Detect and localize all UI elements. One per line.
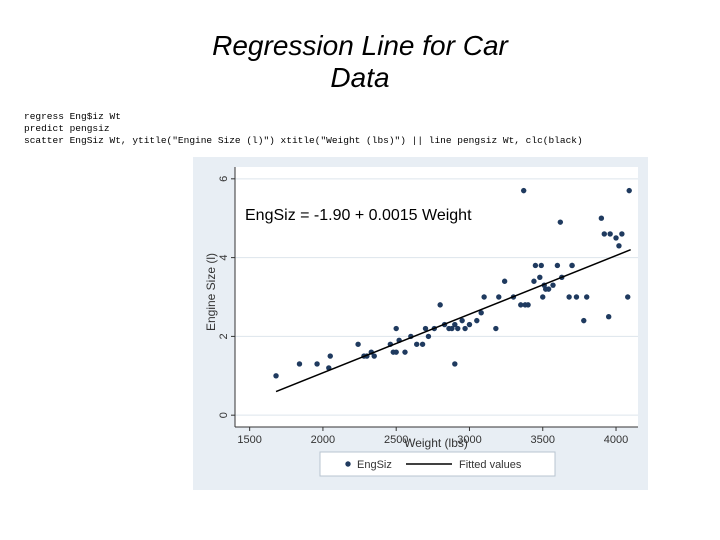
y-tick-label: 6 <box>218 176 230 182</box>
x-tick-label: 4000 <box>604 434 628 446</box>
data-point <box>466 321 473 328</box>
data-point <box>569 262 575 269</box>
axes: 0 2 4 6 1500 2000 2500 3000 3500 4000 <box>218 167 638 446</box>
y-axis-title: Engine Size (l) <box>204 253 218 331</box>
data-point <box>573 294 580 300</box>
x-tick-label: 2000 <box>311 434 335 446</box>
data-point <box>545 286 552 292</box>
data-point <box>371 353 377 359</box>
x-tick-label: 3500 <box>531 434 555 446</box>
x-axis-title: Weight (lbs) <box>404 436 468 450</box>
slide-title-line-2: Data <box>330 62 390 93</box>
legend: EngSiz Fitted values <box>319 451 556 477</box>
data-point <box>496 294 502 300</box>
data-point <box>422 325 429 332</box>
x-tick-label: 1500 <box>237 434 261 446</box>
data-point <box>425 333 432 340</box>
code-line-scatter: scatter EngSiz Wt, ytitle("Engine Size (… <box>24 135 583 146</box>
slide-title-line-1: Regression Line for Car <box>212 30 508 61</box>
data-point <box>532 262 539 269</box>
data-point <box>554 262 561 269</box>
data-point <box>327 353 333 359</box>
data-point <box>355 341 361 347</box>
y-tick-label: 4 <box>218 255 230 261</box>
data-point <box>619 231 625 237</box>
data-point <box>474 317 480 324</box>
gridlines <box>235 178 638 416</box>
data-point <box>616 243 622 249</box>
data-point <box>449 325 455 332</box>
legend-marker-engsiz <box>345 461 351 467</box>
y-tick-label: 2 <box>218 333 230 339</box>
regression-equation: EngSiz = -1.90 + 0.0015 Weight <box>245 207 472 224</box>
data-point <box>462 325 468 332</box>
data-point <box>481 294 487 300</box>
x-tick-label: 3000 <box>457 434 481 446</box>
data-point <box>273 373 279 379</box>
data-point <box>581 317 587 324</box>
code-line-predict: predict pengsiz <box>24 123 110 134</box>
data-point <box>557 219 564 225</box>
legend-label-engsiz: EngSiz <box>357 459 392 471</box>
fitted-line <box>275 249 631 393</box>
data-point <box>452 321 458 328</box>
data-point <box>296 361 303 367</box>
data-point <box>538 262 544 269</box>
data-point <box>625 294 631 300</box>
chart-frame: 0 2 4 6 1500 2000 2500 3000 3500 4000 EngSiz = -1… <box>193 157 648 495</box>
data-point <box>419 341 426 347</box>
data-point <box>566 294 572 300</box>
data-point <box>626 187 632 194</box>
data-point <box>314 361 320 367</box>
data-point <box>518 302 524 308</box>
data-point <box>501 278 508 284</box>
data-point <box>520 187 527 194</box>
data-point <box>478 310 484 316</box>
scatter-points <box>273 187 632 379</box>
data-point <box>525 302 531 308</box>
data-point <box>537 274 543 281</box>
data-point <box>540 294 546 300</box>
legend-label-fitted: Fitted values <box>459 459 522 471</box>
data-point <box>393 325 399 332</box>
data-point <box>493 325 499 332</box>
y-tick-label: 0 <box>218 412 230 418</box>
data-point <box>531 278 537 284</box>
data-point <box>402 349 408 355</box>
data-point <box>598 215 605 221</box>
data-point <box>455 325 461 332</box>
data-point <box>550 282 556 288</box>
data-point <box>605 313 612 320</box>
data-point <box>607 231 613 237</box>
x-tick-label: 2500 <box>384 434 408 446</box>
regression-chart: 0 2 4 6 1500 2000 2500 3000 3500 4000 EngSiz = -1… <box>193 157 648 490</box>
fitted-line-group <box>275 249 631 393</box>
data-point <box>452 361 458 367</box>
data-point <box>437 302 443 308</box>
data-point <box>393 349 399 355</box>
data-point <box>613 235 619 241</box>
data-point <box>601 231 607 237</box>
data-point <box>459 317 465 324</box>
data-point <box>414 341 420 347</box>
data-point <box>584 294 590 300</box>
slide-title: Regression Line for Car Data <box>150 30 570 94</box>
stata-code-block: regress Eng$iz Wt predict pengsiz scatte… <box>24 111 583 147</box>
code-line-regress: regress Eng$iz Wt <box>24 111 121 122</box>
